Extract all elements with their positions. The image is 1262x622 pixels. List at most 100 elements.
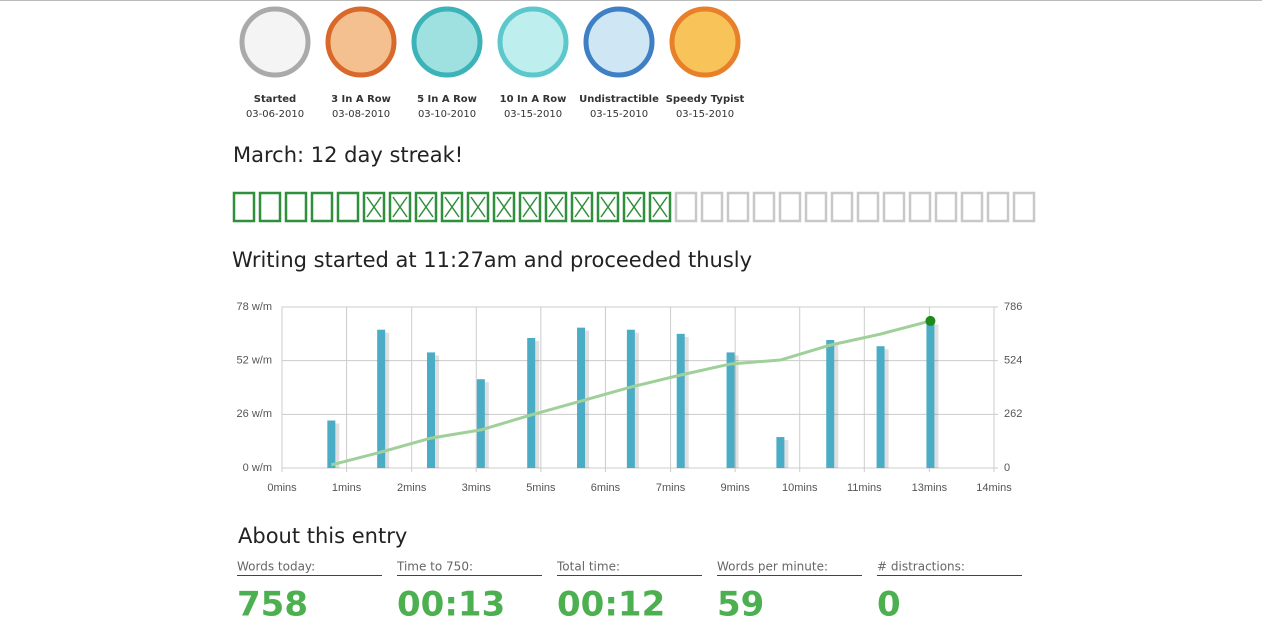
streak-day	[648, 191, 672, 223]
line-end-marker	[925, 315, 936, 326]
badge-date: 03-15-2010	[504, 109, 562, 120]
streak-check	[626, 196, 642, 218]
streak-check	[470, 196, 486, 218]
streak-day	[544, 191, 568, 223]
bar	[676, 333, 685, 468]
badge-date: 03-15-2010	[590, 109, 648, 120]
streak-day	[934, 191, 958, 223]
stat-label: Words today:	[237, 560, 315, 574]
streak-day	[414, 191, 438, 223]
streak-day	[960, 191, 984, 223]
chart-heading: Writing started at 11:27am and proceeded…	[232, 248, 752, 272]
badge-icon	[239, 6, 311, 78]
streak-check	[444, 196, 460, 218]
bar	[726, 352, 735, 468]
badge-icon	[325, 6, 397, 78]
streak-day	[596, 191, 620, 223]
bar	[476, 379, 485, 468]
x-tick-label: 1mins	[332, 482, 362, 494]
y2-tick-label: 524	[1004, 355, 1022, 367]
streak-day	[258, 191, 282, 223]
streak-day	[1012, 191, 1036, 223]
stat-label: # distractions:	[877, 560, 965, 574]
badge-date: 03-10-2010	[418, 109, 476, 120]
stat-value: 00:12	[557, 585, 665, 622]
streak-check	[392, 196, 408, 218]
stat-value: 00:13	[397, 585, 505, 622]
badge-date: 03-08-2010	[332, 109, 390, 120]
streak-day	[336, 191, 360, 223]
streak-check	[574, 196, 590, 218]
streak-day	[882, 191, 906, 223]
stat-value: 0	[877, 585, 901, 622]
streak-day	[362, 191, 386, 223]
bar	[377, 329, 386, 468]
streak-check	[496, 196, 512, 218]
stat-label: Total time:	[556, 560, 620, 574]
badge-icon	[411, 6, 483, 78]
streak-day	[752, 191, 776, 223]
bar	[527, 337, 536, 468]
badge-name: 10 In A Row	[500, 94, 567, 105]
streak-title: March: 12 day streak!	[233, 143, 463, 167]
streak-day	[830, 191, 854, 223]
badge-name: Undistractible	[579, 94, 659, 105]
y2-tick-label: 262	[1004, 408, 1022, 420]
bar	[626, 329, 635, 468]
streak-day	[492, 191, 516, 223]
bar	[926, 321, 935, 468]
stat-label: Words per minute:	[717, 560, 828, 574]
bar	[327, 420, 336, 468]
x-tick-label: 3mins	[462, 482, 492, 494]
x-tick-label: 14mins	[976, 482, 1012, 494]
badge-icon	[583, 6, 655, 78]
y-tick-label: 52 w/m	[237, 355, 272, 367]
streak-day	[232, 191, 256, 223]
streak-day	[284, 191, 308, 223]
stat-label: Time to 750:	[396, 560, 473, 574]
bar	[577, 327, 586, 468]
stat-value: 758	[237, 585, 308, 622]
badge-name: Speedy Typist	[666, 94, 745, 105]
streak-day	[674, 191, 698, 223]
badge-name: 3 In A Row	[331, 94, 391, 105]
bar	[776, 437, 785, 468]
streak-day	[726, 191, 750, 223]
line	[330, 319, 931, 467]
x-tick-label: 5mins	[526, 482, 556, 494]
streak-day	[518, 191, 542, 223]
bar	[826, 340, 835, 468]
streak-day	[310, 191, 334, 223]
bar	[876, 346, 885, 468]
y-tick-label: 0 w/m	[243, 462, 272, 474]
y2-tick-label: 0	[1004, 462, 1010, 474]
streak-day	[700, 191, 724, 223]
badge-icon	[669, 6, 741, 78]
streak-day	[388, 191, 412, 223]
x-tick-label: 0mins	[267, 482, 297, 494]
bar	[427, 352, 436, 468]
streak-check	[652, 196, 668, 218]
badge-date: 03-15-2010	[676, 109, 734, 120]
x-tick-label: 2mins	[397, 482, 427, 494]
streak-check	[418, 196, 434, 218]
streak-day	[986, 191, 1010, 223]
streak-check	[366, 196, 382, 218]
x-tick-label: 11mins	[847, 482, 882, 494]
y2-tick-label: 786	[1004, 301, 1022, 313]
x-tick-label: 9mins	[720, 482, 750, 494]
streak-check	[600, 196, 616, 218]
x-tick-label: 13mins	[912, 482, 948, 494]
y-tick-label: 26 w/m	[237, 408, 272, 420]
about-title: About this entry	[238, 524, 407, 548]
streak-day	[622, 191, 646, 223]
stat-value: 59	[717, 585, 764, 622]
streak-day	[778, 191, 802, 223]
badge-date: 03-06-2010	[246, 109, 304, 120]
streak-day	[570, 191, 594, 223]
streak-day	[440, 191, 464, 223]
x-tick-label: 7mins	[656, 482, 686, 494]
streak-day	[856, 191, 880, 223]
